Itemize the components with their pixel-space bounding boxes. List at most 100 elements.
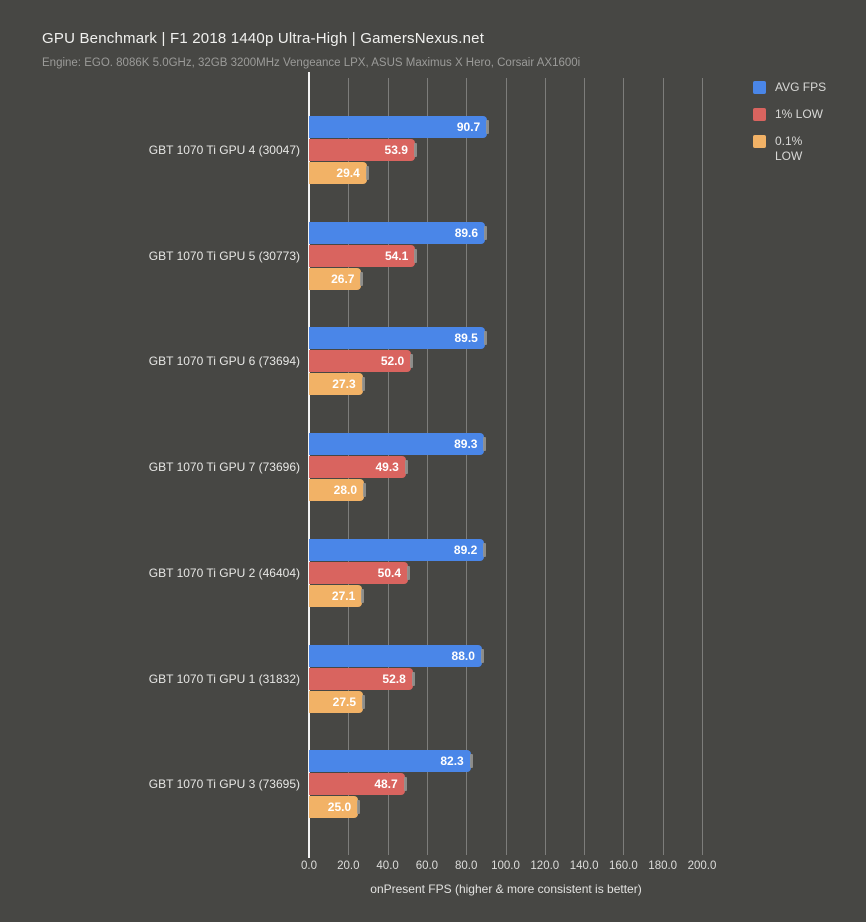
chart-subtitle: Engine: EGO. 8086K 5.0GHz, 32GB 3200MHz … — [42, 57, 581, 69]
bar-value-label: 52.8 — [382, 671, 406, 686]
error-whisker — [484, 225, 488, 240]
bar-value-label: 26.7 — [331, 271, 355, 286]
legend: AVG FPS 1% LOW 0.1% LOW — [753, 80, 827, 164]
error-whisker — [483, 437, 487, 452]
bar-group: GBT 1070 Ti GPU 2 (46404) 89.2 50.4 27.1 — [149, 538, 749, 607]
bar-avg-fps: 89.3 — [309, 433, 485, 456]
legend-item: 1% LOW — [753, 107, 827, 122]
legend-swatch — [753, 81, 766, 94]
bar-group: GBT 1070 Ti GPU 5 (30773) 89.6 54.1 26.7 — [149, 221, 749, 290]
category-label: GBT 1070 Ti GPU 6 (73694) — [148, 354, 300, 369]
bar-0-1pct-low: 28.0 — [309, 479, 365, 502]
bar-1pct-low: 52.0 — [309, 350, 412, 373]
bar-avg-fps: 82.3 — [309, 750, 471, 773]
bar-avg-fps: 89.2 — [309, 538, 485, 561]
bar-value-label: 27.5 — [332, 694, 357, 709]
bar-1pct-low: 49.3 — [309, 456, 406, 479]
bar-0-1pct-low: 27.5 — [309, 690, 364, 713]
gridline — [584, 78, 586, 855]
bar-value-label: 89.6 — [454, 225, 479, 240]
category-label: GBT 1070 Ti GPU 1 (31832) — [148, 671, 300, 686]
bar-1pct-low: 50.4 — [309, 561, 409, 584]
legend-item: 0.1% LOW — [753, 134, 827, 164]
category-label: GBT 1070 Ti GPU 2 (46404) — [148, 565, 300, 580]
gridline — [623, 78, 625, 855]
error-whisker — [407, 565, 411, 580]
x-tick-label: 80.0 — [454, 860, 478, 872]
bar-group: GBT 1070 Ti GPU 7 (73696) 89.3 49.3 28.0 — [149, 433, 749, 502]
bar-value-label: 27.1 — [331, 588, 356, 603]
error-whisker — [486, 120, 490, 134]
x-tick-label: 160.0 — [609, 860, 638, 872]
error-whisker — [357, 800, 361, 815]
bar-0-1pct-low: 29.4 — [309, 162, 367, 184]
category-label: GBT 1070 Ti GPU 3 (73695) — [148, 777, 300, 792]
x-tick-label: 0.0 — [301, 860, 317, 872]
bar-0-1pct-low: 25.0 — [309, 796, 359, 819]
x-tick-label: 140.0 — [569, 860, 599, 872]
error-whisker — [483, 331, 487, 346]
gridline — [426, 78, 428, 855]
legend-label: 1% LOW — [775, 107, 824, 121]
bar-0-1pct-low: 26.7 — [309, 267, 362, 290]
bar-avg-fps: 89.5 — [309, 327, 485, 350]
error-whisker — [480, 648, 484, 663]
bar-group: GBT 1070 Ti GPU 3 (73695) 82.3 48.7 25.0 — [149, 750, 749, 819]
bar-value-label: 89.5 — [454, 331, 478, 346]
x-tick-label: 60.0 — [415, 860, 439, 872]
error-whisker — [361, 588, 365, 603]
bar-1pct-low: 52.8 — [309, 667, 413, 690]
category-label: GBT 1070 Ti GPU 4 (30047) — [148, 143, 300, 157]
bar-value-label: 90.7 — [456, 120, 481, 134]
legend-swatch — [753, 108, 766, 121]
x-tick-label: 200.0 — [687, 860, 717, 872]
bar-value-label: 48.7 — [374, 777, 398, 792]
error-whisker — [483, 542, 487, 557]
legend-item: AVG FPS — [753, 80, 827, 95]
bar-avg-fps: 90.7 — [309, 116, 488, 138]
gridline — [505, 78, 507, 855]
error-whisker — [411, 671, 415, 686]
bar-value-label: 88.0 — [451, 648, 475, 663]
error-whisker — [404, 460, 408, 475]
x-tick-label: 20.0 — [337, 860, 360, 872]
x-tick-label: 100.0 — [491, 860, 520, 872]
gridline — [702, 78, 703, 855]
bar-value-label: 49.3 — [375, 460, 399, 475]
legend-swatch — [753, 135, 766, 148]
error-whisker — [360, 271, 364, 286]
category-label: GBT 1070 Ti GPU 5 (30773) — [148, 248, 300, 263]
bar-group: GBT 1070 Ti GPU 6 (73694) 89.5 52.0 27.3 — [149, 327, 749, 396]
bar-value-label: 89.3 — [454, 437, 478, 452]
gridline — [662, 78, 664, 855]
bar-value-label: 25.0 — [327, 800, 352, 815]
error-whisker — [410, 354, 414, 369]
bar-0-1pct-low: 27.1 — [309, 584, 363, 607]
bar-avg-fps: 89.6 — [309, 221, 486, 244]
gridline — [466, 78, 468, 855]
error-whisker — [413, 143, 417, 157]
bar-value-label: 27.3 — [332, 377, 356, 392]
bar-1pct-low: 53.9 — [309, 139, 415, 161]
bar-group: GBT 1070 Ti GPU 1 (31832) 88.0 52.8 27.5 — [149, 644, 749, 713]
bar-value-label: 29.4 — [336, 166, 360, 180]
bar-0-1pct-low: 27.3 — [309, 373, 363, 396]
bar-value-label: 82.3 — [440, 754, 464, 769]
error-whisker — [362, 694, 366, 709]
bar-value-label: 53.9 — [384, 143, 408, 157]
bar-value-label: 50.4 — [377, 565, 402, 580]
x-axis-label: onPresent FPS (higher & more consistent … — [370, 882, 642, 896]
plot-area: GBT 1070 Ti GPU 4 (30047) 90.7 53.9 29.4 GBT… — [149, 72, 749, 858]
bar-group: GBT 1070 Ti GPU 4 (30047) 90.7 53.9 29.4 — [149, 116, 749, 184]
x-tick-label: 180.0 — [648, 860, 678, 872]
error-whisker — [361, 377, 365, 392]
bar-1pct-low: 48.7 — [309, 773, 405, 796]
bar-value-label: 28.0 — [333, 483, 358, 498]
chart-title: GPU Benchmark | F1 2018 1440p Ultra-High… — [42, 30, 485, 47]
error-whisker — [414, 248, 418, 263]
category-label: GBT 1070 Ti GPU 7 (73696) — [148, 460, 300, 475]
x-tick-label: 120.0 — [530, 860, 560, 872]
bar-1pct-low: 54.1 — [309, 244, 416, 267]
bar-value-label: 54.1 — [384, 248, 409, 263]
